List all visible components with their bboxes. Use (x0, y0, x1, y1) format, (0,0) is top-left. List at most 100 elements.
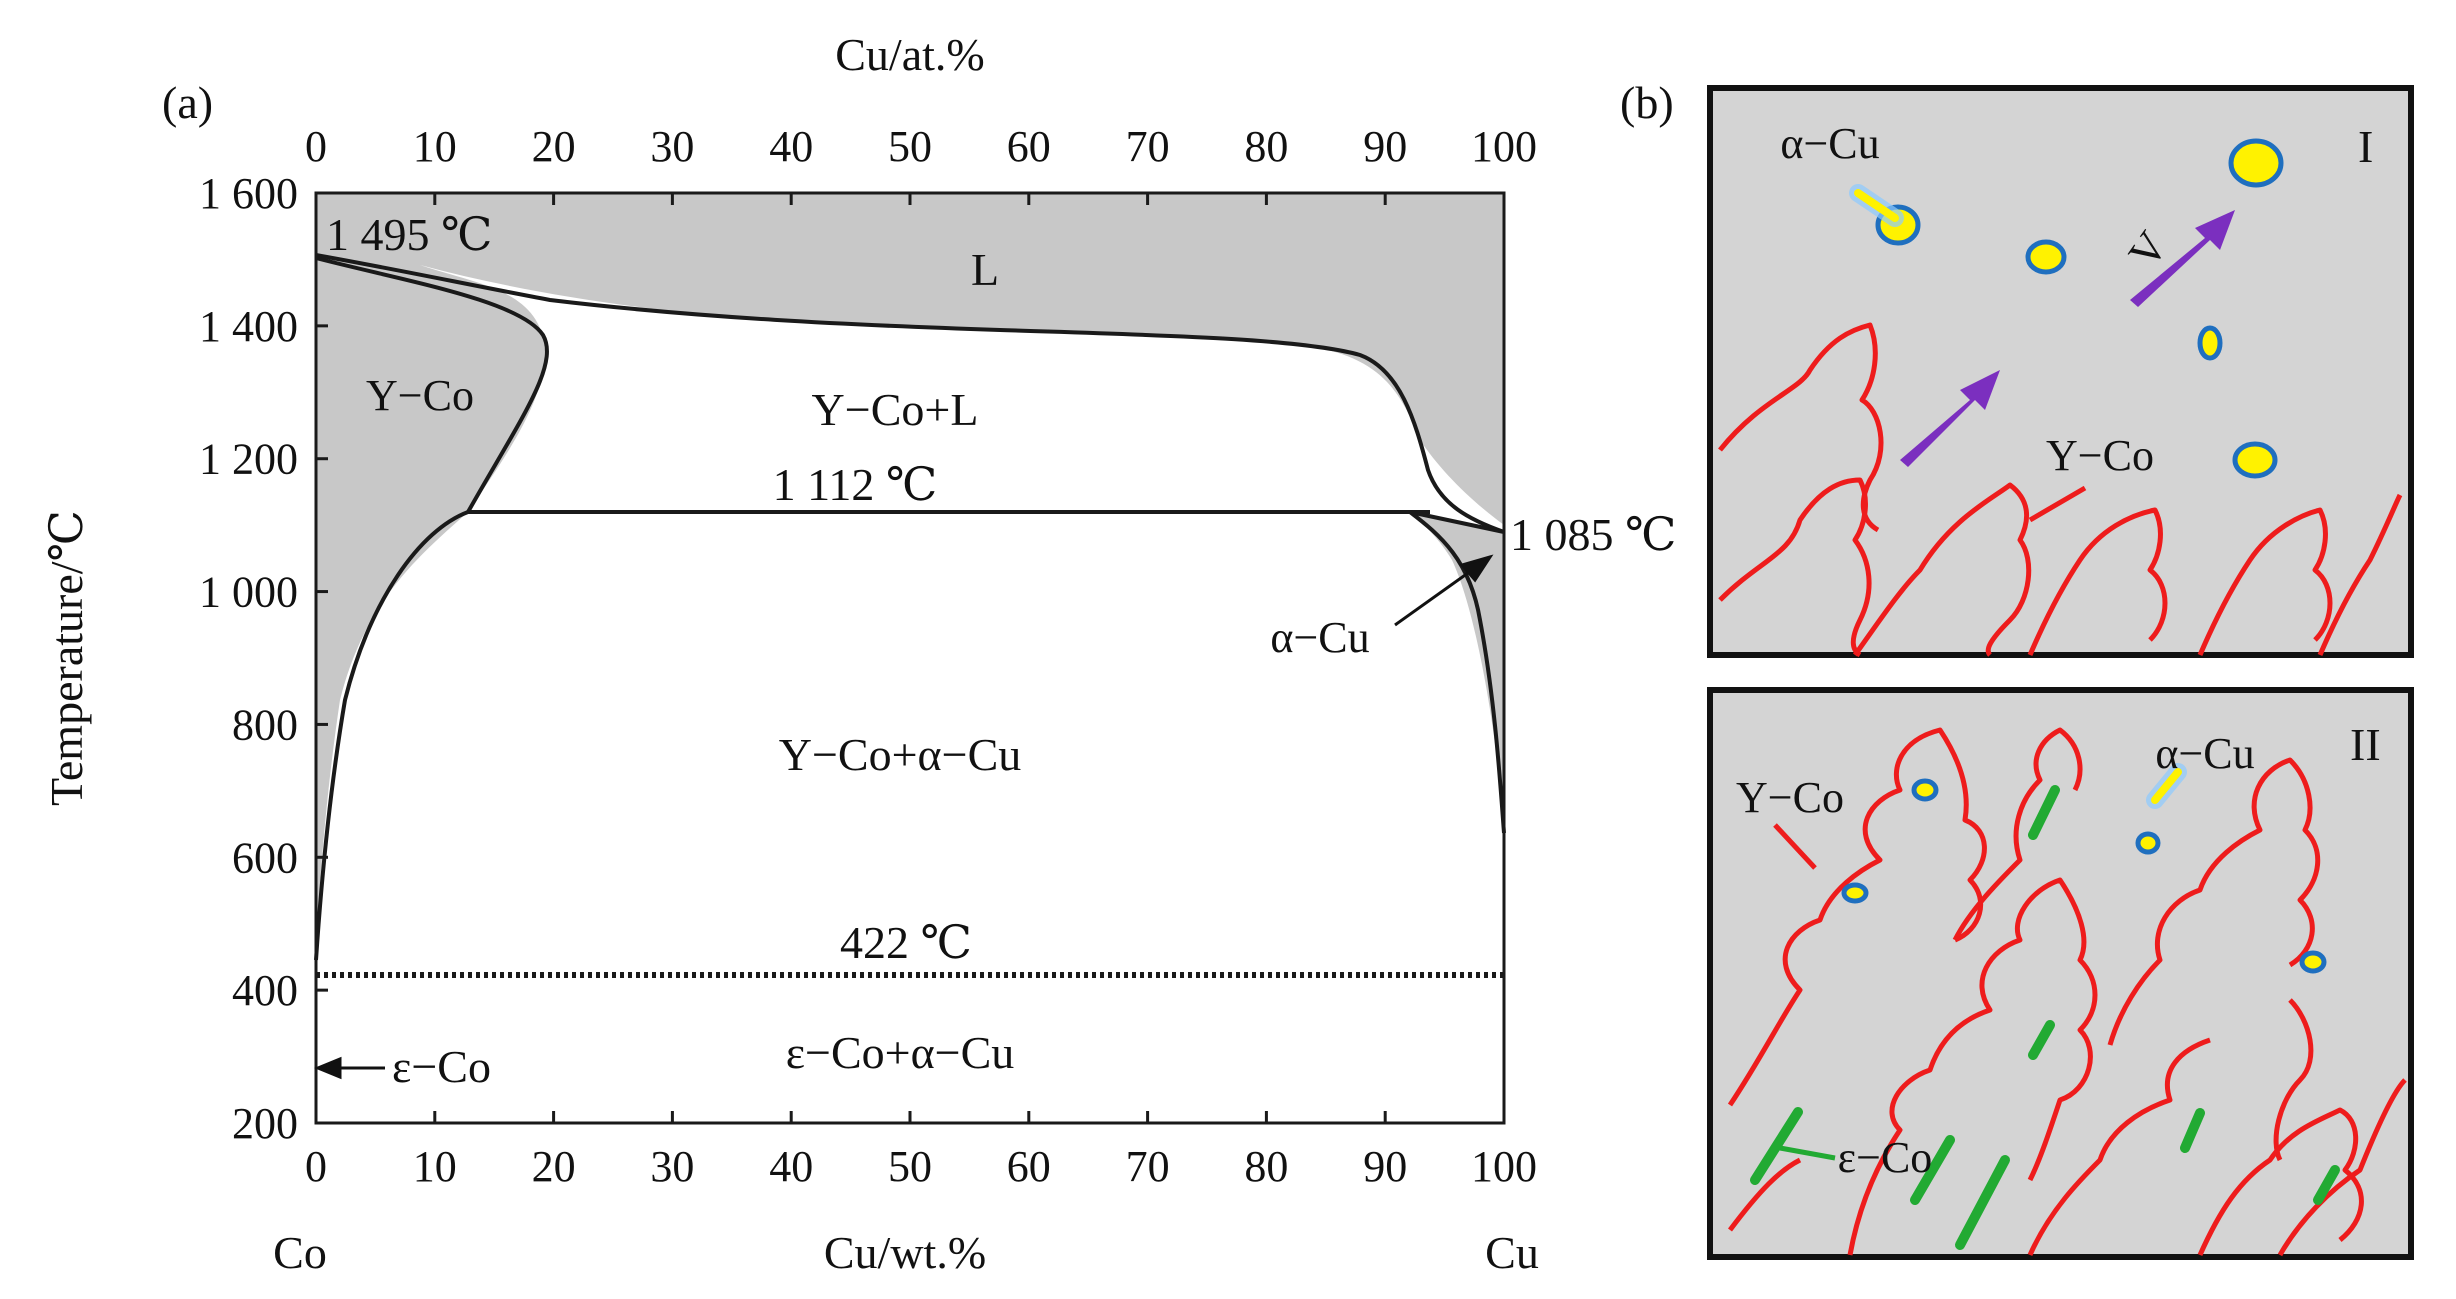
dendrite (1952, 727, 2083, 942)
box-2-epsilon-co-label: ε−Co (1838, 1133, 1933, 1182)
bottom-axis-title: Cu/wt.% (824, 1227, 986, 1278)
top-tick-label: 0 (305, 122, 327, 171)
epsilon-co-needle (2180, 1108, 2205, 1153)
box-1-alpha-cu-label: α−Cu (1780, 119, 1879, 168)
alpha-cu-particle (1841, 882, 1869, 904)
alpha-cu-particle (2232, 441, 2278, 479)
box-2-alpha-cu-label: α−Cu (2155, 729, 2254, 778)
epsilon-co-needle (2028, 785, 2060, 840)
co-solidus-line (315, 256, 549, 513)
left-element-label: Co (273, 1227, 327, 1278)
epsilon-co-needle (1955, 1155, 2010, 1250)
bottom-tick-label: 80 (1244, 1142, 1288, 1191)
co-melting-point-label: 1 495 ℃ (326, 209, 492, 260)
top-tick-label: 100 (1471, 122, 1537, 171)
panel-a-label: (a) (162, 77, 213, 128)
top-tick-label: 30 (650, 122, 694, 171)
dendrite (2197, 507, 2333, 656)
tick-marks (314, 191, 1506, 1125)
dendrite (1727, 727, 1987, 1107)
panel-a: 0 10 20 30 40 50 60 70 80 90 100 0 10 20 30 40 50 60 70 80… (41, 29, 1676, 1278)
bottom-tick-label: 90 (1363, 1142, 1407, 1191)
y-tick-labels: 1 600 1 400 1 200 1 000 800 600 400 200 (199, 169, 298, 1148)
right-element-label: Cu (1485, 1227, 1539, 1278)
dendrite (2027, 1037, 2211, 1257)
panel-b-label: (b) (1620, 77, 1674, 128)
bottom-tick-label: 100 (1471, 1142, 1537, 1191)
top-tick-label: 50 (888, 122, 932, 171)
growth-arrows (1900, 210, 2235, 467)
alpha-cu-pointer (1854, 189, 1899, 222)
gamma-co-liquid-label: Y−Co+L (812, 384, 979, 435)
liquid-label: L (971, 244, 999, 295)
y-tick-label: 1 200 (199, 435, 298, 484)
y-axis-title: Temperature/℃ (41, 510, 92, 806)
two-phase-label: Y−Co+α−Cu (779, 729, 1022, 780)
gamma-co-pointer (1773, 823, 1817, 870)
peritectic-label: 1 112 ℃ (773, 459, 938, 510)
epsilon-co-needle (2028, 1020, 2055, 1060)
eutectoid-label: 422 ℃ (840, 917, 972, 968)
epsilon-co-needle (1750, 1107, 1803, 1185)
growth-arrow (2130, 210, 2235, 307)
alpha-cu-particle (2025, 239, 2067, 275)
phase-boundaries (314, 253, 1506, 978)
growth-arrow (1900, 370, 2000, 467)
dendrite (1718, 322, 1884, 533)
bottom-tick-label: 50 (888, 1142, 932, 1191)
alpha-cu-arrow (1394, 566, 1476, 627)
dendrite (1718, 477, 1872, 658)
dendrite (2107, 757, 2321, 1046)
gamma-co-pointer (2028, 485, 2087, 523)
cu-solvus-line (1408, 510, 1506, 834)
box-1-numeral: I (2358, 121, 2373, 172)
epsilon-two-phase-label: ε−Co+α−Cu (786, 1027, 1015, 1078)
bottom-tick-label: 70 (1126, 1142, 1170, 1191)
alpha-cu-particle (1911, 778, 1939, 802)
gamma-co-label: Y−Co (366, 371, 474, 420)
top-tick-label: 60 (1007, 122, 1051, 171)
alpha-cu-arrowhead (1459, 554, 1494, 583)
annotation-arrows (314, 554, 1494, 1080)
dendrite (2273, 998, 2314, 1162)
white-two-phase-region (316, 265, 1504, 1123)
bottom-tick-labels: 0 10 20 30 40 50 60 70 80 90 100 (305, 1142, 1537, 1191)
panel-b-box-1: I α−Cu V Y−Co (1707, 85, 2414, 658)
y-tick-label: 1 000 (199, 568, 298, 617)
y-tick-label: 800 (232, 700, 298, 749)
alpha-cu-particle (2299, 950, 2327, 974)
bottom-tick-label: 10 (413, 1142, 457, 1191)
panel-b-box-2: II Y−Co α−Cu ε−Co (1707, 687, 2414, 1260)
box-2-frame (1707, 687, 2414, 1260)
dendrite (2317, 493, 2403, 656)
y-tick-label: 200 (232, 1099, 298, 1148)
y-tick-label: 400 (232, 966, 298, 1015)
bottom-tick-label: 20 (532, 1142, 576, 1191)
epsilon-co-needle (2313, 1165, 2340, 1205)
co-solvus-line (314, 510, 469, 961)
epsilon-co-needle (1910, 1135, 1955, 1205)
top-tick-label: 70 (1126, 122, 1170, 171)
y-tick-label: 600 (232, 833, 298, 882)
alpha-cu-particle (2228, 138, 2284, 188)
epsilon-co-needles (1750, 785, 2340, 1250)
box-2-gamma-co-label: Y−Co (1736, 773, 1844, 822)
top-tick-label: 20 (532, 122, 576, 171)
dendrite (1728, 1157, 1802, 1232)
alpha-cu-particle (2197, 325, 2223, 361)
top-tick-labels: 0 10 20 30 40 50 60 70 80 90 100 (305, 122, 1537, 171)
box-1-dendrites (1718, 322, 2403, 658)
y-tick-label: 1 600 (199, 169, 298, 218)
box-1-gamma-co-label: Y−Co (2046, 431, 2154, 480)
phase-regions (316, 193, 1504, 1123)
liquidus-line (315, 253, 1505, 534)
dendrite (2197, 1107, 2364, 1257)
alpha-cu-label: α−Cu (1270, 613, 1369, 662)
alpha-cu-pointer (2151, 768, 2182, 804)
top-axis-title: Cu/at.% (835, 29, 984, 80)
bottom-tick-label: 60 (1007, 1142, 1051, 1191)
box-2-dendrites (1727, 727, 2407, 1257)
epsilon-co-label: ε−Co (392, 1041, 491, 1092)
box-2-numeral: II (2350, 719, 2381, 770)
